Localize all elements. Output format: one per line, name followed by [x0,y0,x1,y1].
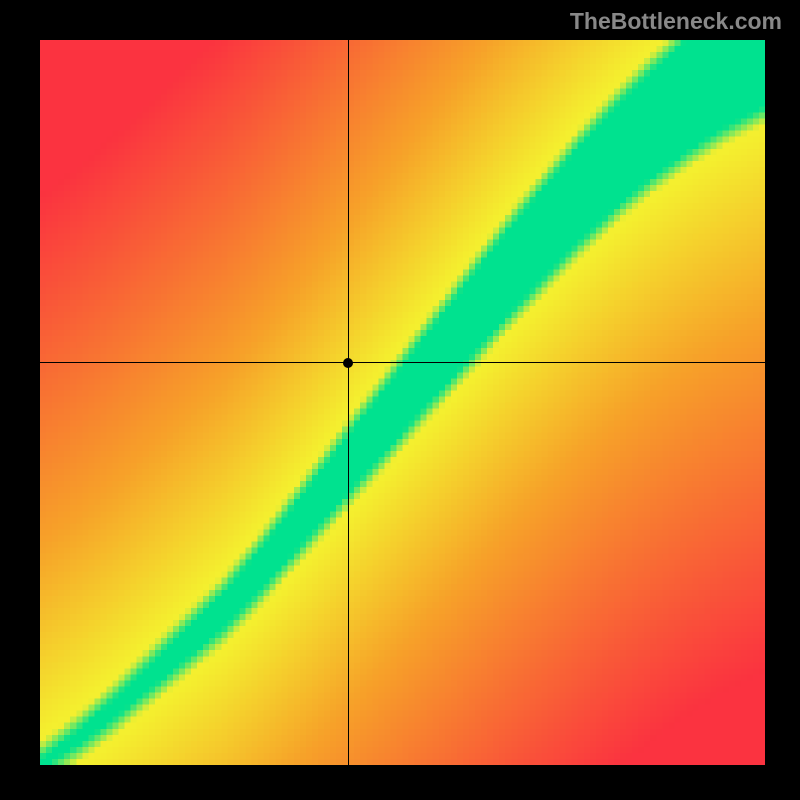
crosshair-marker [343,358,353,368]
heatmap-canvas [40,40,765,765]
crosshair-horizontal [40,362,765,363]
watermark-text: TheBottleneck.com [570,8,782,35]
crosshair-vertical [348,40,349,765]
heatmap-plot [40,40,765,765]
